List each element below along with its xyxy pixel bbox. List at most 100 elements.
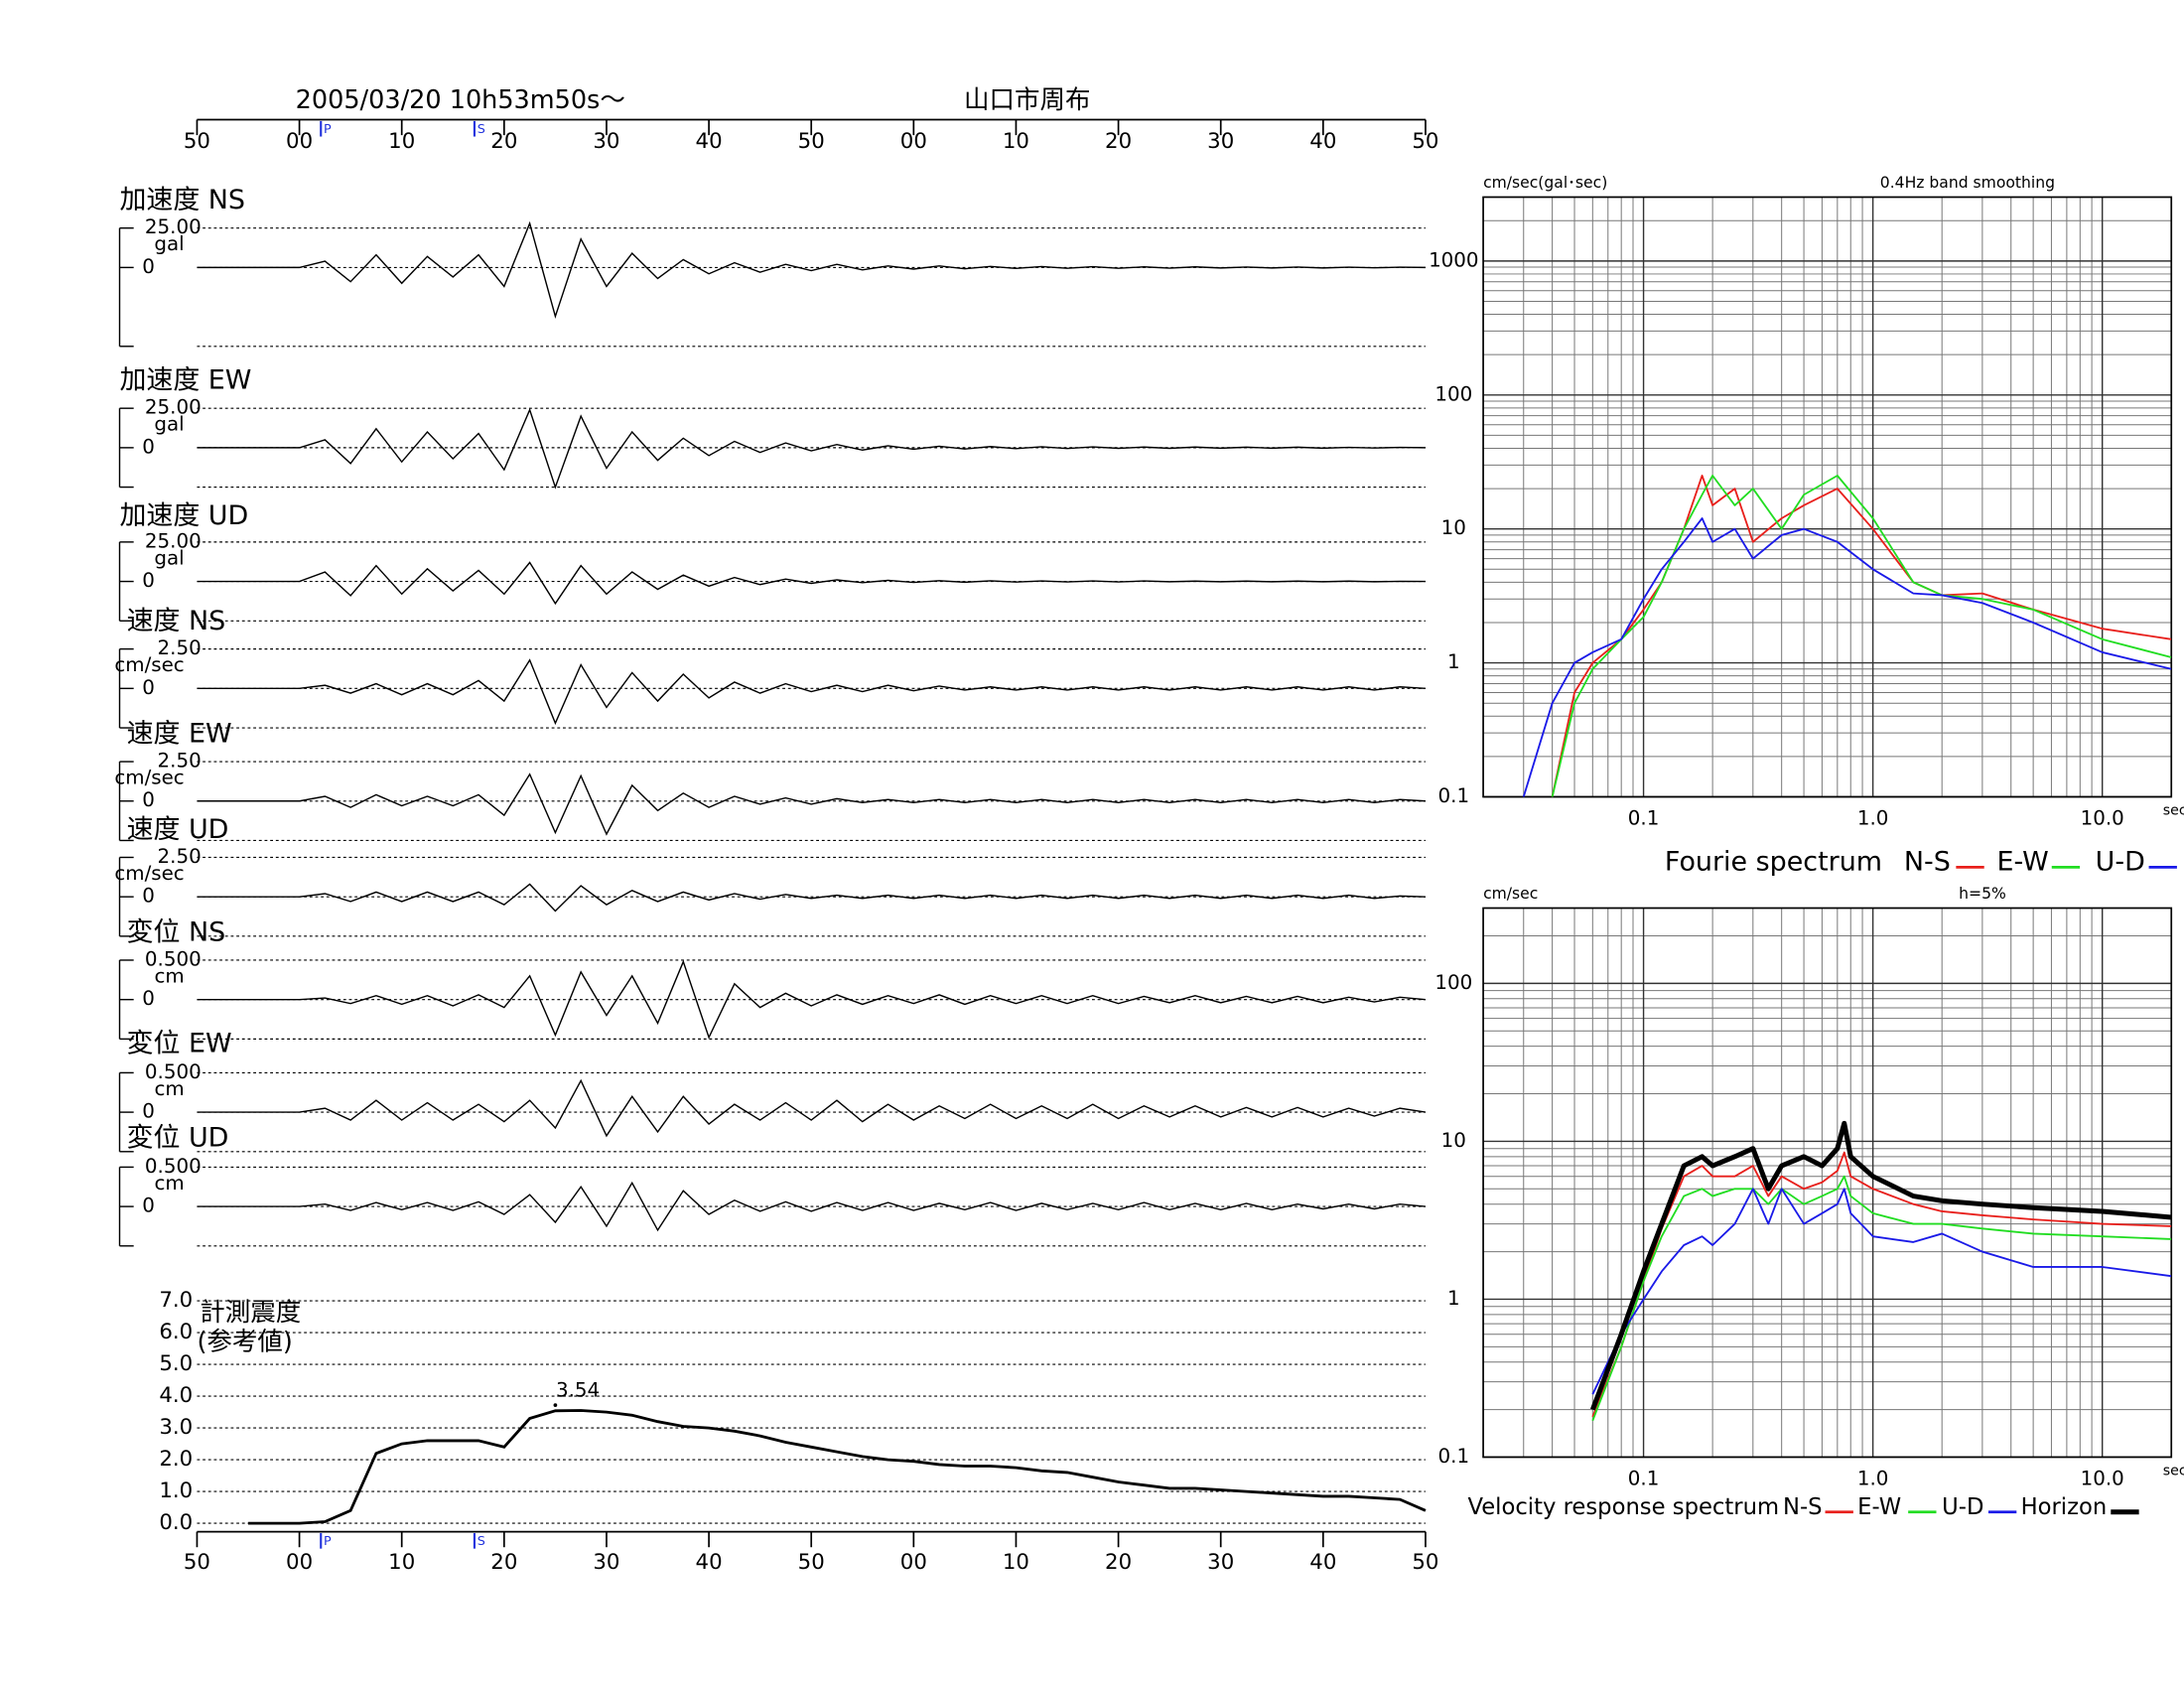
x-tick-label: 30 [1207,129,1234,154]
x-tick-label: 00 [286,129,313,154]
trace-unit: gal [154,546,184,569]
spectrum-line [1589,1120,2172,1411]
waveform-trace [197,407,1426,490]
chart-subtitle: h=5% [1959,885,2006,903]
trace-name: 速度 UD [127,814,229,845]
chart-subtitle: 山口市周布 [964,85,1091,115]
trace-name: 加速度 UD [119,500,248,531]
waveform-trace [197,561,1426,606]
x-tick-label: 50 [798,129,825,154]
x-tick-label: 1.0 [1857,1468,1889,1490]
phase-label: P [324,122,332,137]
phase-label: S [478,1534,485,1549]
x-tick-label: 30 [593,1550,619,1575]
y-tick-label: 0 [142,1195,155,1217]
y-tick-label: 4.0 [159,1383,193,1408]
trace-unit: cm [154,1077,184,1100]
y-tick-label: 0.0 [159,1510,193,1535]
x-tick-label: 1.0 [1857,807,1889,830]
y-tick-label: 1 [1447,650,1460,673]
x-tick-label: 20 [490,129,517,154]
y-tick-label: 100 [1434,382,1472,405]
y-tick-label: 0 [142,569,155,592]
legend-label: U-D [2096,847,2145,878]
chart-subtitle: 0.4Hz band smoothing [1880,174,2055,192]
x-tick-label: 00 [900,129,927,154]
x-tick-label: 40 [696,1550,723,1575]
waveform-trace [197,883,1426,913]
x-tick-label: 00 [900,1550,927,1575]
waveform-trace [197,959,1427,1040]
spectrum-line [1591,1188,2172,1395]
waveform-trace [197,658,1426,726]
y-tick-label: 0 [142,885,155,908]
x-tick-label: 10 [1003,129,1029,154]
spectrum-line [1591,1175,2172,1422]
x-tick-label: 0.1 [1628,807,1660,830]
trace-unit: cm [154,964,184,987]
x-tick-label: 50 [184,1550,210,1575]
legend-label: E-W [1996,847,2048,878]
x-tick-label: 40 [1309,129,1336,154]
waveform-trace [197,220,1426,320]
y-tick-label: 100 [1434,971,1472,994]
spectrum-line [1522,517,2172,797]
y-tick-label: 0.500 [145,947,202,970]
x-tick-label: 30 [1207,1550,1234,1575]
y-tick-label: 1.0 [159,1478,193,1503]
peak-label: 3.54 [556,1378,600,1401]
trace-unit: cm/sec [114,862,184,885]
y-tick-label: 2.50 [158,750,202,773]
trace-unit: gal [154,413,184,436]
y-tick-label: 2.50 [158,636,202,659]
x-tick-label: 50 [1412,1550,1438,1575]
x-tick-label: 10 [388,129,415,154]
x-tick-label: 50 [798,1550,825,1575]
x-tick-label: 20 [1105,1550,1132,1575]
y-tick-label: 0.500 [145,1155,202,1178]
intensity-line [248,1409,1427,1525]
y-tick-label: 0 [142,255,155,278]
spectrum-line [1591,1151,2172,1418]
legend-label: N-S [1904,847,1951,878]
y-tick-label: 1000 [1429,248,1478,271]
y-tick-label: 25.00 [145,396,202,419]
x-tick-label: 00 [286,1550,313,1575]
y-tick-label: 0.500 [145,1060,202,1083]
y-tick-label: 10 [1441,1129,1466,1152]
x-tick-label: 10 [388,1550,415,1575]
legend-label: U-D [1942,1494,1983,1520]
trace-name: 加速度 NS [119,185,245,215]
x-tick-label: 20 [490,1550,517,1575]
spectrum-line [1551,475,2172,797]
trace-name: 変位 NS [127,917,226,948]
x-tick-label: 40 [1309,1550,1336,1575]
y-tick-label: 10 [1441,516,1466,539]
legend-label: E-W [1857,1494,1901,1520]
waveform-trace [197,1078,1427,1138]
y-tick-label: 0 [142,987,155,1010]
trace-unit: gal [154,232,184,255]
x-tick-label: 40 [696,129,723,154]
y-tick-label: 0 [142,435,155,458]
plot-frame [1482,907,2173,1459]
chart-subtitle: (参考値) [197,1328,292,1357]
y-tick-label: 25.00 [145,529,202,552]
legend-label: Horizon [2021,1494,2108,1520]
trace-name: 加速度 EW [119,365,251,396]
legend-title: Fourie spectrum [1665,847,1882,878]
y-tick-label: 3.0 [159,1415,193,1440]
y-tick-label: 6.0 [159,1320,193,1344]
y-tick-label: 5.0 [159,1351,193,1376]
trace-name: 変位 EW [127,1029,232,1059]
trace-unit: cm [154,1172,184,1195]
x-tick-label: 50 [184,129,210,154]
legend-title: Velocity response spectrum [1467,1494,1779,1520]
x-tick-label: 10 [1003,1550,1029,1575]
x-axis-label: sec [2163,1464,2184,1479]
y-tick-label: 25.00 [145,215,202,238]
y-tick-label: 2.50 [158,845,202,868]
x-tick-label: 20 [1105,129,1132,154]
y-tick-label: 0.1 [1438,784,1470,807]
